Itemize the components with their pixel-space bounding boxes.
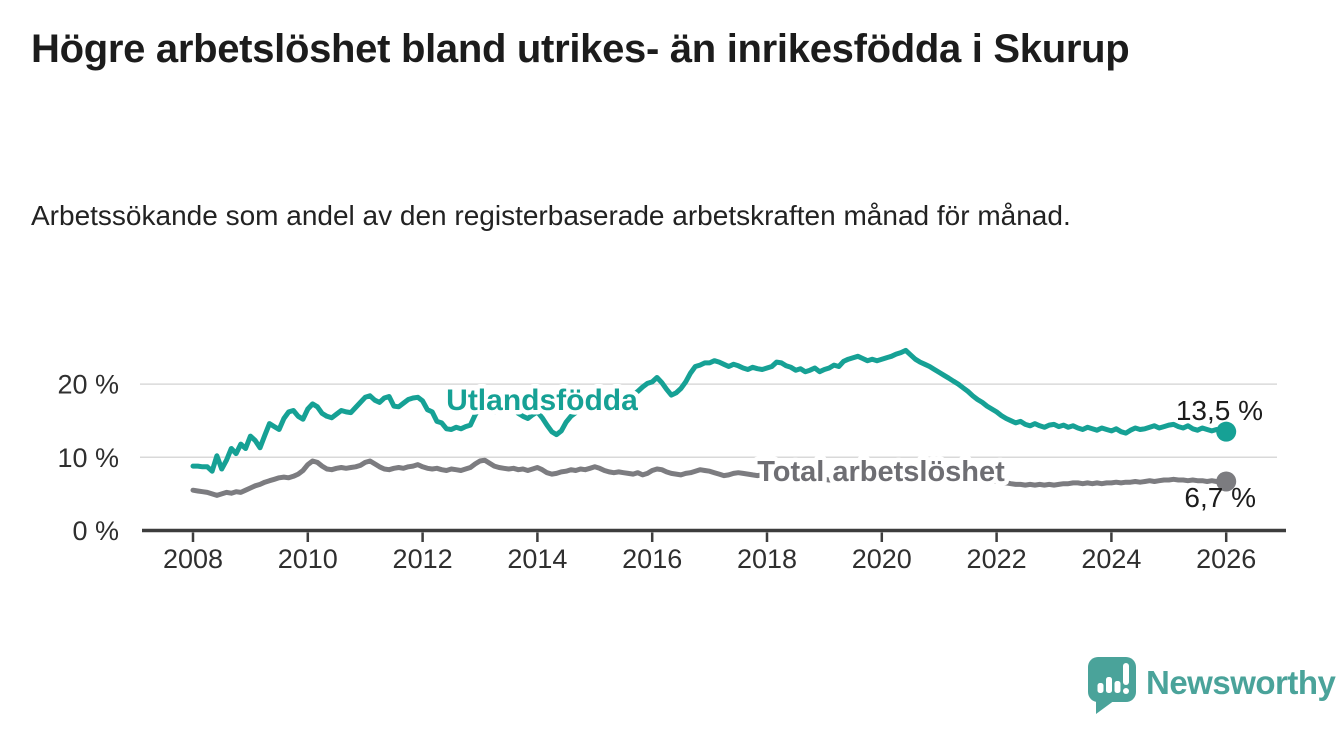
page-subtitle: Arbetssökande som andel av den registerb… <box>31 200 1071 231</box>
x-tick-label: 2020 <box>852 544 912 574</box>
y-tick-label: 20 % <box>57 370 119 400</box>
x-tick-label: 2008 <box>163 544 223 574</box>
newsworthy-logo-icon <box>1088 657 1136 715</box>
brand-footer: Newsworthy <box>1088 657 1336 717</box>
x-tick-label: 2018 <box>737 544 797 574</box>
series-label-1: Total arbetslöshet <box>757 456 1005 488</box>
x-tick-label: 2022 <box>967 544 1027 574</box>
x-tick-label: 2016 <box>622 544 682 574</box>
x-tick-label: 2014 <box>507 544 567 574</box>
page-title: Högre arbetslöshet bland utrikes- än inr… <box>31 27 1130 71</box>
y-tick-label: 0 % <box>72 516 119 546</box>
series-end-value-0: 13,5 % <box>1176 395 1263 426</box>
x-tick-label: 2026 <box>1196 544 1256 574</box>
x-tick-label: 2024 <box>1081 544 1141 574</box>
series-end-dot-1 <box>1216 471 1237 492</box>
series-line-1 <box>190 457 1229 498</box>
x-tick-label: 2012 <box>393 544 453 574</box>
brand-wordmark: Newsworthy <box>1146 664 1336 701</box>
x-tick-label: 2010 <box>278 544 338 574</box>
series-end-value-1: 6,7 % <box>1184 482 1256 513</box>
series-end-dot-0 <box>1216 421 1237 442</box>
y-tick-label: 10 % <box>57 443 119 473</box>
series-label-0: Utlandsfödda <box>446 384 638 417</box>
series-line-0 <box>190 347 1229 474</box>
